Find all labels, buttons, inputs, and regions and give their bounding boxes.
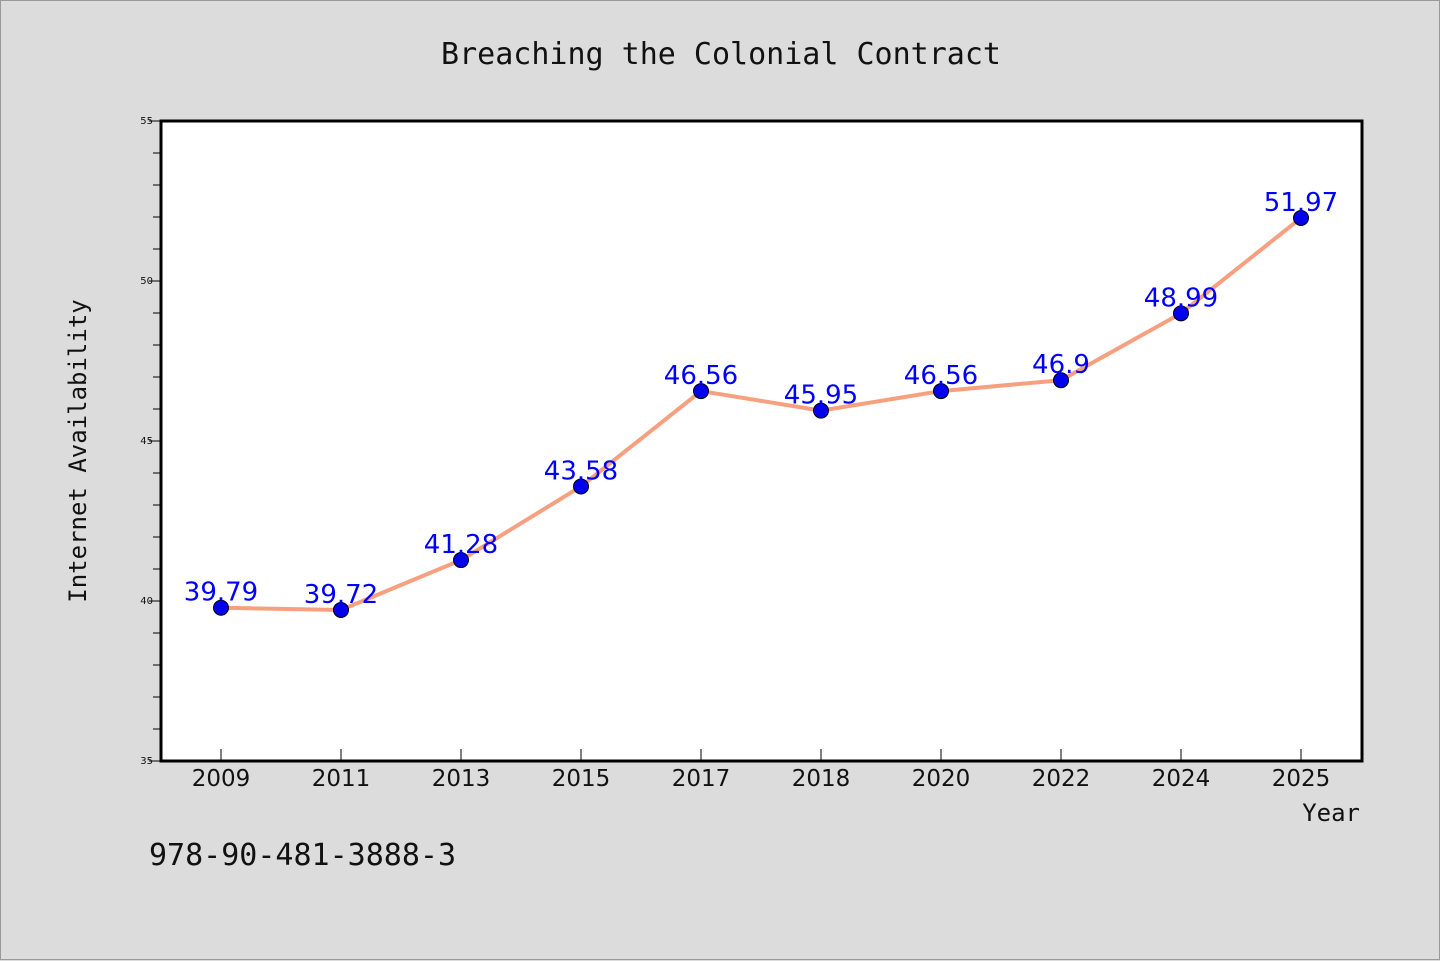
data-label: 46.56 <box>664 361 738 391</box>
data-label: 43.58 <box>544 456 618 486</box>
data-point <box>333 601 349 618</box>
data-point <box>933 383 949 400</box>
x-axis-label: Year <box>1302 799 1360 827</box>
data-point <box>1053 372 1069 389</box>
data-point <box>1293 209 1309 226</box>
x-tick-label: 2015 <box>552 766 611 792</box>
data-label: 45.95 <box>784 381 858 411</box>
y-axis: 35 40 45 50 55 <box>140 116 161 767</box>
x-tick-label: 2025 <box>1272 766 1331 792</box>
data-label: 39.72 <box>304 580 378 610</box>
x-tick-label: 2024 <box>1152 766 1211 792</box>
chart-title: Breaching the Colonial Contract <box>441 37 1001 72</box>
data-label: 46.56 <box>904 361 978 391</box>
x-tick-label: 2022 <box>1032 766 1091 792</box>
data-point <box>453 552 469 569</box>
data-point <box>813 402 829 419</box>
data-label: 48.99 <box>1144 283 1218 313</box>
series-layer: 39.79 39.72 41.28 43.58 46.56 45.95 46.56 46.9 4… <box>184 188 1338 618</box>
plot-area <box>159 119 1364 763</box>
data-label: 39.79 <box>184 578 258 608</box>
x-axis: 2009 2011 2013 2015 2017 2018 2020 2022 2024 2025 <box>192 749 1331 792</box>
y-axis-label: Internet Availability <box>64 299 92 602</box>
data-point <box>213 599 229 616</box>
data-label: 41.28 <box>424 530 498 560</box>
isbn-text: 978-90-481-3888-3 <box>149 838 456 873</box>
x-tick-label: 2009 <box>192 766 251 792</box>
x-tick-label: 2018 <box>792 766 851 792</box>
data-point <box>693 383 709 400</box>
data-label: 51.97 <box>1264 188 1338 218</box>
x-tick-label: 2013 <box>432 766 491 792</box>
y-tick-label: 45 <box>140 436 153 447</box>
x-tick-label: 2017 <box>672 766 731 792</box>
y-tick-label: 55 <box>140 116 153 127</box>
x-tick-label: 2011 <box>312 766 371 792</box>
y-tick-label: 40 <box>140 596 153 607</box>
y-tick-label: 35 <box>140 756 153 767</box>
y-tick-label: 50 <box>140 276 153 287</box>
data-point <box>1173 305 1189 322</box>
x-tick-label: 2020 <box>912 766 971 792</box>
data-point <box>573 478 589 495</box>
series-line <box>219 215 1303 612</box>
data-label: 46.9 <box>1032 350 1090 380</box>
